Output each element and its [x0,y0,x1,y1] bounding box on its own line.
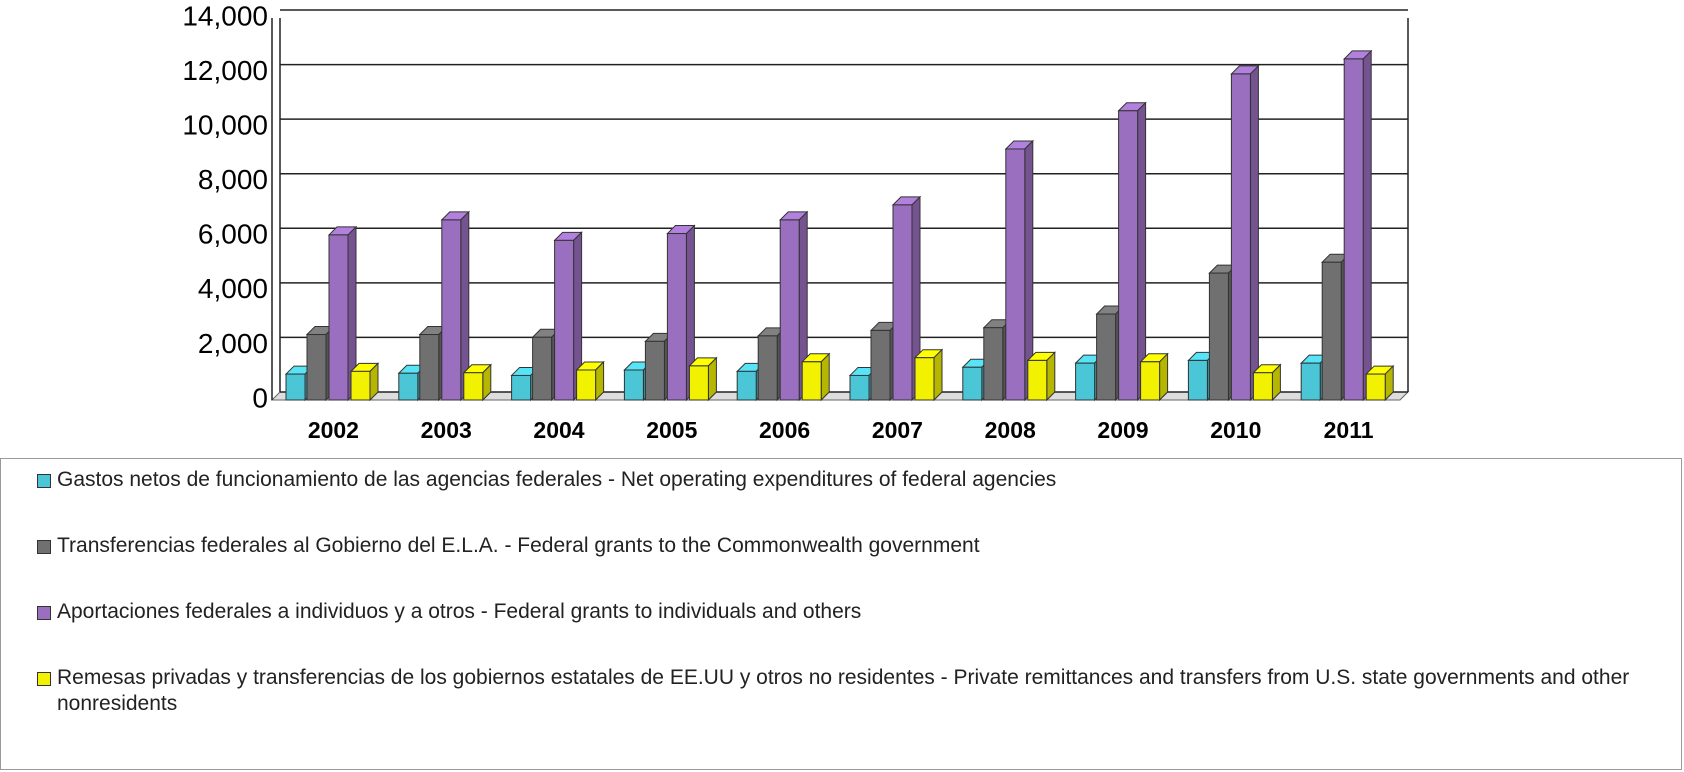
bar [554,239,575,401]
x-tick-label: 2009 [1097,417,1148,443]
legend-swatch [37,672,51,686]
x-tick-label: 2010 [1210,417,1261,443]
bar [914,357,935,401]
bar [1208,272,1229,401]
bar-side [933,348,943,402]
bar [736,370,757,401]
bar-side [1159,352,1169,402]
bar [644,340,665,401]
legend-item: Transferencias federales al Gobierno del… [37,533,1641,599]
bar [419,334,440,401]
legend-item: Aportaciones federales a individuos y a … [37,599,1641,665]
chart: 0 2,000 4,000 6,000 8,000 10,000 12,000 14,000 2… [182,0,1410,443]
y-tick-label: 10,000 [182,110,268,141]
bar [623,369,644,401]
bar [328,234,349,401]
bar [849,374,870,401]
x-tick-label: 2006 [759,417,810,443]
legend-label: Transferencias federales al Gobierno del… [57,534,980,557]
y-tick-label: 0 [252,382,268,413]
bar [285,373,306,401]
legend: Gastos netos de funcionamiento de las ag… [0,458,1682,770]
bar-side [820,352,830,402]
bar [1365,373,1386,401]
y-tick-label: 8,000 [198,164,268,195]
bar [532,336,553,401]
bar [398,372,419,401]
bar [1321,261,1342,401]
x-tick-label: 2002 [308,417,359,443]
legend-label: Gastos netos de funcionamiento de las ag… [57,468,1057,491]
bar [1187,359,1208,401]
legend-item: Gastos netos de funcionamiento de las ag… [37,467,1641,533]
y-tick-label: 14,000 [182,0,268,31]
y-tick-label: 2,000 [198,328,268,359]
y-tick-label: 6,000 [198,219,268,250]
bar [1027,359,1048,401]
bar [801,361,822,401]
bar [350,370,371,401]
bar [576,369,597,401]
legend-item: Remesas privadas y transferencias de los… [37,665,1641,731]
legend-swatch [37,474,51,488]
bar [892,204,913,401]
bar [511,374,532,401]
bar [870,329,891,401]
bar [1230,73,1251,401]
bar [1005,148,1026,401]
legend-swatch [37,540,51,554]
y-tick-label: 12,000 [182,55,268,86]
bar [757,335,778,401]
legend-label: Remesas privadas y transferencias de los… [57,666,1630,715]
legend-swatch [37,606,51,620]
bar [666,233,687,401]
x-tick-label: 2007 [872,417,923,443]
bar [688,365,709,401]
x-tick-label: 2011 [1324,417,1374,443]
y-tick-label: 4,000 [198,273,268,304]
x-tick-label: 2005 [646,417,697,443]
bar-side [707,356,717,402]
bar [441,219,462,401]
bar [463,372,484,401]
bar [1252,372,1273,401]
bar [1140,361,1161,401]
bar [1075,362,1096,401]
bar [983,327,1004,401]
x-tick-label: 2003 [421,417,472,443]
bar [306,334,327,401]
x-tick-label: 2008 [985,417,1036,443]
legend-label: Aportaciones federales a individuos y a … [57,600,862,623]
bar [779,219,800,401]
bar [1300,362,1321,401]
x-tick-label: 2004 [533,417,584,443]
bar [962,366,983,401]
bar [1343,58,1364,401]
bar-side [1046,351,1056,402]
bar-side [1137,101,1147,402]
bar-side [1362,49,1372,402]
bar-side [1249,64,1259,402]
bar [1096,313,1117,401]
bar [1118,110,1139,401]
